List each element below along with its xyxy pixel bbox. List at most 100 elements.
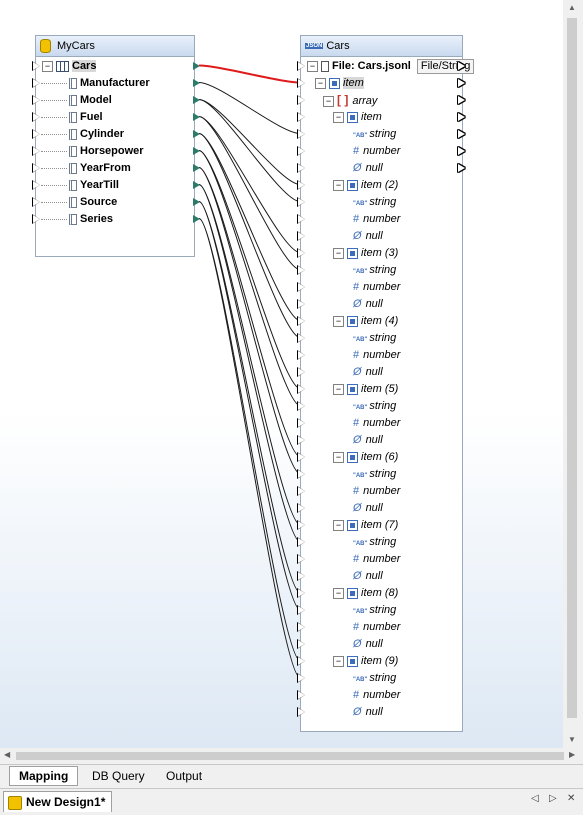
field-connection[interactable] xyxy=(198,167,301,457)
field-connection[interactable] xyxy=(198,184,301,525)
input-connector[interactable] xyxy=(297,231,305,241)
input-connector[interactable] xyxy=(297,707,305,717)
input-connector[interactable] xyxy=(32,129,40,139)
number-row[interactable]: # number xyxy=(297,347,462,364)
output-connector[interactable] xyxy=(458,164,465,172)
number-row[interactable]: # number xyxy=(297,551,462,568)
output-connector[interactable] xyxy=(193,164,200,172)
input-connector[interactable] xyxy=(32,180,40,190)
input-connector[interactable] xyxy=(297,180,305,190)
item-row[interactable]: − item (3) xyxy=(297,245,462,262)
string-row[interactable]: "AB" string xyxy=(297,534,462,551)
input-connector[interactable] xyxy=(32,61,40,71)
input-connector[interactable] xyxy=(297,129,305,139)
input-connector[interactable] xyxy=(297,605,305,615)
field-connection[interactable] xyxy=(198,116,301,270)
cars-table-row[interactable]: − Cars xyxy=(32,58,200,75)
close-icon[interactable]: ✕ xyxy=(567,793,576,804)
field-connection[interactable] xyxy=(198,150,301,406)
field-row[interactable]: Horsepower xyxy=(32,143,200,160)
string-row[interactable]: "AB" string xyxy=(297,602,462,619)
collapse-icon[interactable]: − xyxy=(307,60,318,72)
output-connector[interactable] xyxy=(458,147,465,155)
field-connection[interactable] xyxy=(198,99,301,185)
scroll-left-icon[interactable]: ◀ xyxy=(4,750,11,759)
tab-prev-icon[interactable]: ◁ xyxy=(531,793,539,804)
number-row[interactable]: # number xyxy=(297,619,462,636)
item-root-row[interactable]: − item xyxy=(297,75,465,92)
field-connection[interactable] xyxy=(198,218,301,661)
field-row[interactable]: Cylinder xyxy=(32,126,200,143)
input-connector[interactable] xyxy=(297,282,305,292)
input-connector[interactable] xyxy=(297,656,305,666)
item-row[interactable]: − item (4) xyxy=(297,313,462,330)
number-row[interactable]: # number xyxy=(297,143,465,160)
input-connector[interactable] xyxy=(297,554,305,564)
collapse-icon[interactable]: − xyxy=(315,77,326,89)
field-connection[interactable] xyxy=(198,82,301,134)
scroll-right-icon[interactable]: ▶ xyxy=(569,750,576,759)
input-connector[interactable] xyxy=(32,197,40,207)
mycars-header[interactable]: MyCars xyxy=(36,36,194,57)
field-connection[interactable] xyxy=(198,133,301,338)
scroll-up-icon[interactable]: ▲ xyxy=(568,3,576,12)
string-row[interactable]: "AB" string xyxy=(297,670,462,687)
number-row[interactable]: # number xyxy=(297,279,462,296)
input-connector[interactable] xyxy=(32,78,40,88)
collapse-icon[interactable]: − xyxy=(333,587,344,599)
input-connector[interactable] xyxy=(297,146,305,156)
tab-next-icon[interactable]: ▷ xyxy=(549,793,557,804)
output-connector[interactable] xyxy=(193,130,200,138)
input-connector[interactable] xyxy=(297,503,305,513)
input-connector[interactable] xyxy=(297,350,305,360)
item-row[interactable]: − item (2) xyxy=(297,177,462,194)
field-row[interactable]: Series xyxy=(32,211,200,228)
string-row[interactable]: "AB" string xyxy=(297,262,462,279)
string-row[interactable]: "AB" string xyxy=(297,194,462,211)
input-connector[interactable] xyxy=(297,299,305,309)
input-connector[interactable] xyxy=(297,673,305,683)
file-row[interactable]: − File: Cars.jsonl File/String xyxy=(297,58,475,75)
output-connector[interactable] xyxy=(458,79,465,87)
field-row[interactable]: Source xyxy=(32,194,200,211)
input-connector[interactable] xyxy=(32,163,40,173)
input-connector[interactable] xyxy=(297,248,305,258)
scroll-down-icon[interactable]: ▼ xyxy=(568,735,576,744)
item-row[interactable]: − item (8) xyxy=(297,585,462,602)
input-connector[interactable] xyxy=(32,146,40,156)
tab-output[interactable]: Output xyxy=(166,769,203,783)
input-connector[interactable] xyxy=(297,520,305,530)
item-row[interactable]: − item (9) xyxy=(297,653,462,670)
mycars-component[interactable]: MyCars − Cars Manufacturer Model Fuel Cylinde… xyxy=(32,35,200,257)
item-row[interactable]: − item (5) xyxy=(297,381,462,398)
collapse-icon[interactable]: − xyxy=(333,383,344,395)
string-row[interactable]: "AB" string xyxy=(297,398,462,415)
field-connection[interactable] xyxy=(198,201,301,610)
output-connector[interactable] xyxy=(193,79,200,87)
input-connector[interactable] xyxy=(297,469,305,479)
field-row[interactable]: Model xyxy=(32,92,200,109)
output-connector[interactable] xyxy=(458,130,465,138)
vertical-scrollbar[interactable]: ▲ ▼ xyxy=(563,0,583,748)
output-connector[interactable] xyxy=(458,62,465,70)
output-connector[interactable] xyxy=(193,62,200,70)
field-connection[interactable] xyxy=(198,201,301,593)
cars-to-item-connection[interactable] xyxy=(198,64,301,84)
field-row[interactable]: Manufacturer xyxy=(32,75,200,92)
input-connector[interactable] xyxy=(297,197,305,207)
field-row[interactable]: YearFrom xyxy=(32,160,200,177)
input-connector[interactable] xyxy=(297,571,305,581)
output-connector[interactable] xyxy=(193,198,200,206)
input-connector[interactable] xyxy=(297,418,305,428)
collapse-icon[interactable]: − xyxy=(333,315,344,327)
input-connector[interactable] xyxy=(297,622,305,632)
number-row[interactable]: # number xyxy=(297,415,462,432)
tab-db-query[interactable]: DB Query xyxy=(92,769,145,783)
collapse-icon[interactable]: − xyxy=(333,247,344,259)
input-connector[interactable] xyxy=(297,265,305,275)
field-row[interactable]: Fuel xyxy=(32,109,200,126)
